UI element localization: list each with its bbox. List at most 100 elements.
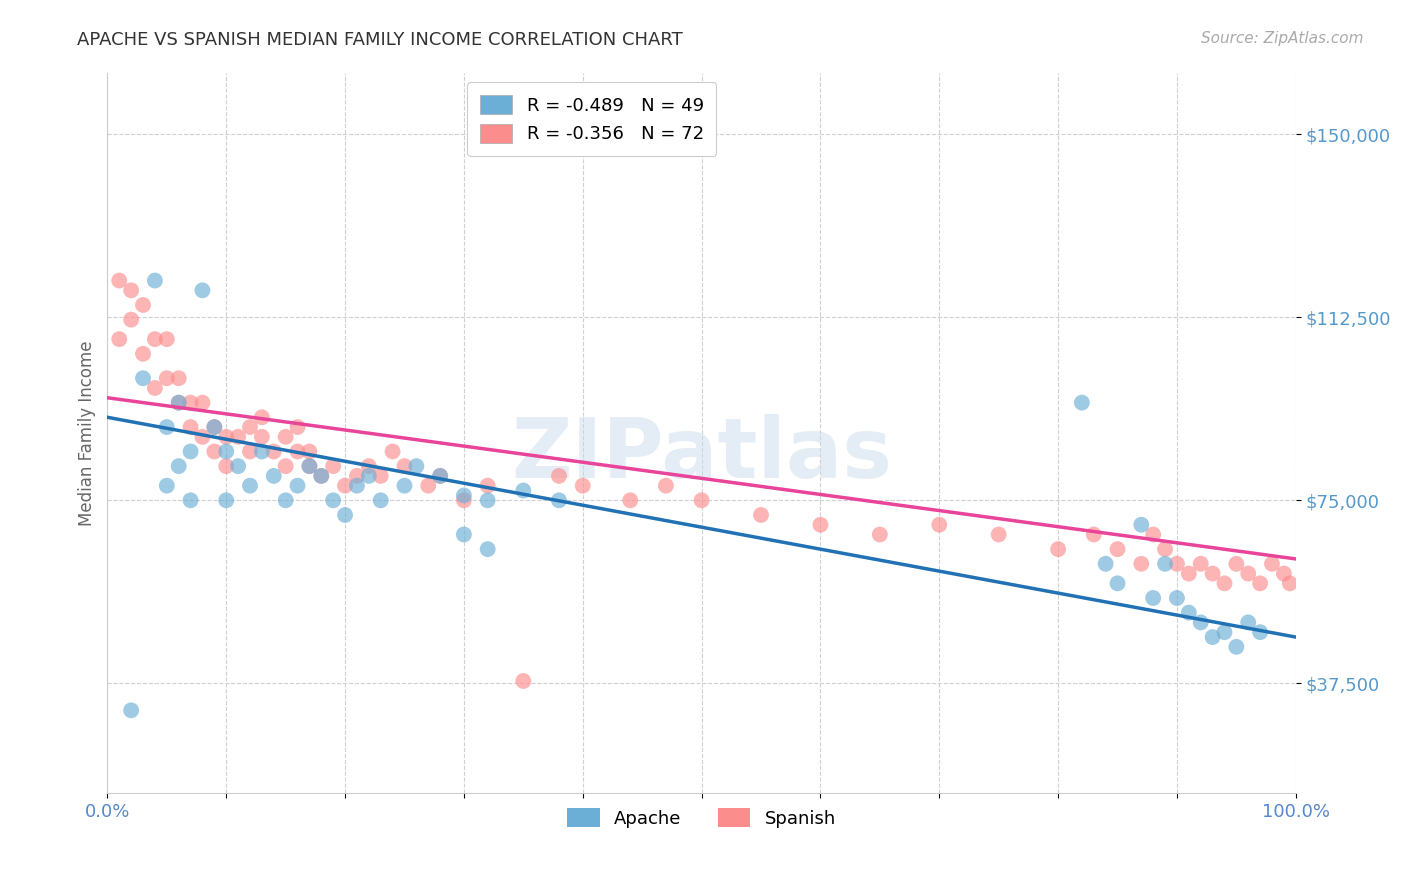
Point [180, 444, 202, 458]
Point [418, 478, 440, 492]
Point [120, 703, 142, 717]
Point [869, 527, 891, 541]
Point [1178, 606, 1201, 620]
Point [477, 542, 499, 557]
Point [394, 478, 416, 492]
Point [156, 332, 179, 346]
Point [1249, 625, 1271, 640]
Point [357, 459, 380, 474]
Point [571, 478, 593, 492]
Point [1201, 630, 1223, 644]
Point [250, 410, 273, 425]
Point [370, 493, 392, 508]
Point [180, 420, 202, 434]
Point [370, 469, 392, 483]
Point [548, 493, 571, 508]
Point [1178, 566, 1201, 581]
Point [120, 283, 142, 297]
Point [298, 459, 321, 474]
Point [928, 517, 950, 532]
Point [1237, 615, 1260, 630]
Point [132, 371, 155, 385]
Point [1278, 576, 1301, 591]
Point [263, 469, 285, 483]
Point [311, 469, 333, 483]
Point [453, 527, 475, 541]
Point [1142, 527, 1164, 541]
Point [346, 469, 368, 483]
Point [156, 371, 179, 385]
Point [333, 478, 356, 492]
Point [1047, 542, 1070, 557]
Point [215, 430, 238, 444]
Point [405, 459, 427, 474]
Point [1083, 527, 1105, 541]
Point [167, 371, 190, 385]
Point [167, 459, 190, 474]
Point [655, 478, 678, 492]
Point [1142, 591, 1164, 605]
Point [1249, 576, 1271, 591]
Point [287, 444, 309, 458]
Point [429, 469, 451, 483]
Point [1213, 625, 1236, 640]
Point [322, 459, 344, 474]
Point [1213, 576, 1236, 591]
Point [143, 274, 166, 288]
Point [1225, 557, 1247, 571]
Text: Source: ZipAtlas.com: Source: ZipAtlas.com [1201, 31, 1364, 46]
Point [298, 459, 321, 474]
Point [1107, 576, 1129, 591]
Point [1070, 395, 1092, 409]
Y-axis label: Median Family Income: Median Family Income [79, 341, 96, 526]
Point [143, 381, 166, 395]
Point [143, 332, 166, 346]
Point [202, 420, 225, 434]
Point [394, 459, 416, 474]
Point [987, 527, 1010, 541]
Point [1189, 557, 1212, 571]
Point [333, 508, 356, 522]
Point [512, 483, 534, 498]
Point [239, 478, 262, 492]
Point [191, 430, 214, 444]
Point [239, 444, 262, 458]
Point [132, 347, 155, 361]
Point [512, 673, 534, 688]
Point [477, 493, 499, 508]
Point [215, 444, 238, 458]
Point [453, 488, 475, 502]
Point [1201, 566, 1223, 581]
Point [381, 444, 404, 458]
Point [690, 493, 713, 508]
Point [1166, 557, 1188, 571]
Point [1130, 557, 1153, 571]
Point [167, 395, 190, 409]
Point [429, 469, 451, 483]
Point [167, 395, 190, 409]
Point [619, 493, 641, 508]
Point [274, 430, 297, 444]
Point [274, 459, 297, 474]
Point [1130, 517, 1153, 532]
Point [226, 459, 249, 474]
Point [311, 469, 333, 483]
Point [156, 420, 179, 434]
Point [1272, 566, 1295, 581]
Point [749, 508, 772, 522]
Point [1107, 542, 1129, 557]
Point [250, 430, 273, 444]
Point [477, 478, 499, 492]
Point [548, 469, 571, 483]
Point [1225, 640, 1247, 654]
Point [298, 444, 321, 458]
Point [322, 493, 344, 508]
Point [1237, 566, 1260, 581]
Point [287, 478, 309, 492]
Point [120, 312, 142, 326]
Point [180, 493, 202, 508]
Point [1189, 615, 1212, 630]
Point [191, 283, 214, 297]
Point [453, 493, 475, 508]
Point [215, 493, 238, 508]
